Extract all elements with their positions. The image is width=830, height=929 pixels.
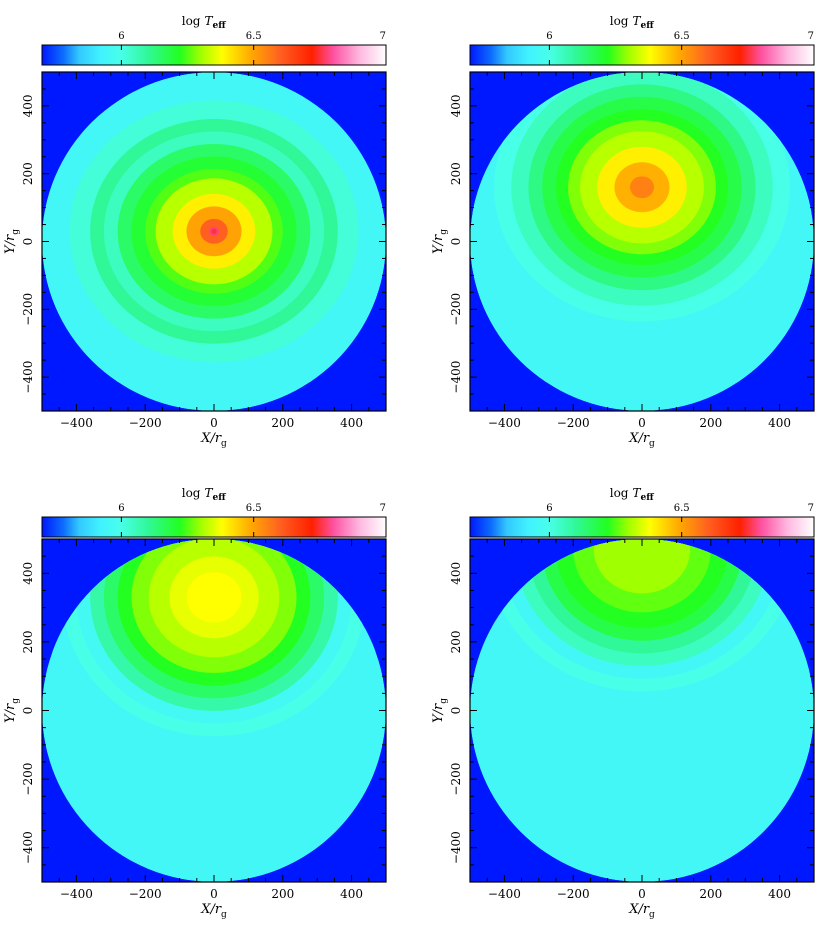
y-tick-label: 400 [21,562,35,585]
y-tick-label: 400 [449,94,463,117]
x-tick-label: −200 [557,887,590,901]
colorbar-tick-label: 6.5 [674,503,690,514]
axis-ticks [41,538,387,883]
colorbar-tick-label: 7 [808,31,814,42]
panel-3: 6 6.5 7 log Teff −400 −200 0 200 400 −400 −200 0 200 4… [3,486,387,920]
colorbar-title: log Teff [182,14,226,31]
colorbar-tick-label: 6 [118,31,124,42]
x-tick-label: 200 [699,887,722,901]
disk [42,539,386,882]
y-tick-label: 400 [449,562,463,585]
disk [470,72,814,411]
colorbar-tick-label: 6 [546,31,552,42]
colorbar: 6 6.5 7 log Teff [469,486,815,538]
colorbar-tick-label: 6.5 [246,503,262,514]
x-tick-label: 400 [768,416,791,430]
x-tick-label: 200 [271,887,294,901]
disk [470,539,814,882]
x-tick-label: 400 [340,416,363,430]
colorbar-tick-label: 6 [546,503,552,514]
colorbar-gradient [41,516,387,538]
colorbar-title: log Teff [610,14,654,31]
y-tick-label: −400 [21,361,35,394]
colorbar-tick-label: 7 [380,31,386,42]
y-tick-label: 0 [21,238,35,246]
x-tick-label: −200 [557,416,590,430]
colorbar-tick-label: 6 [118,503,124,514]
heatmap-plot [42,539,386,882]
colorbar-tick-label: 6.5 [674,31,690,42]
x-tick-label: 0 [210,887,218,901]
heatmap-plot [42,72,386,411]
x-tick-label: 200 [699,416,722,430]
axis-ticks [41,71,387,412]
x-tick-label: 0 [638,416,646,430]
axis-ticks [469,538,815,883]
colorbar-tick-label: 7 [808,503,814,514]
x-tick-label: −400 [488,887,521,901]
y-tick-label: 0 [449,707,463,715]
y-tick-label: −400 [21,831,35,864]
colorbar: 6 6.5 7 log Teff [469,14,815,66]
hotspot [211,594,217,601]
y-tick-label: 400 [21,94,35,117]
y-tick-label: −200 [449,763,463,796]
hotspot [211,228,217,235]
hotspot [639,184,645,190]
y-tick-label: −400 [449,831,463,864]
colorbar-gradient [41,44,387,66]
y-tick-label: −400 [449,361,463,394]
y-tick-label: −200 [449,293,463,326]
colorbar-title: log Teff [182,486,226,503]
x-tick-label: −200 [129,416,162,430]
x-tick-label: 400 [340,887,363,901]
panel-1: 6 6.5 7 log Teff −400 −200 0 200 400 −400 −200 0 200 4… [3,14,387,449]
x-axis-label: X/rg [200,902,227,920]
axis-ticks [469,71,815,412]
y-axis-label: Y/rg [431,698,449,723]
x-axis-label: X/rg [628,431,655,449]
x-tick-label: −400 [488,416,521,430]
x-axis-label: X/rg [200,431,227,449]
x-tick-label: 200 [271,416,294,430]
x-tick-label: 400 [768,887,791,901]
y-tick-label: −200 [21,293,35,326]
y-axis-label: Y/rg [3,698,21,723]
y-tick-label: 200 [21,630,35,653]
y-tick-label: 0 [449,238,463,246]
x-tick-label: −200 [129,887,162,901]
disk [42,72,386,411]
y-axis-label: Y/rg [3,229,21,254]
y-axis-label: Y/rg [431,229,449,254]
colorbar-tick-label: 7 [380,503,386,514]
colorbar: 6 6.5 7 log Teff [41,486,387,538]
x-tick-label: 0 [210,416,218,430]
colorbar: 6 6.5 7 log Teff [41,14,387,66]
x-tick-label: −400 [60,416,93,430]
x-tick-label: 0 [638,887,646,901]
y-tick-label: −200 [21,763,35,796]
y-tick-label: 200 [21,162,35,185]
colorbar-tick-label: 6.5 [246,31,262,42]
y-tick-label: 200 [449,162,463,185]
colorbar-gradient [469,516,815,538]
x-axis-label: X/rg [628,902,655,920]
panel-2: 6 6.5 7 log Teff −400 −200 0 200 400 −400 −200 0 200 4… [431,14,815,449]
colorbar-gradient [469,44,815,66]
heatmap-plot [470,72,814,411]
y-tick-label: 0 [21,707,35,715]
panel-4: 6 6.5 7 log Teff −400 −200 0 200 400 −400 −200 0 200 4… [431,486,815,920]
x-tick-label: −400 [60,887,93,901]
colorbar-title: log Teff [610,486,654,503]
y-tick-label: 200 [449,630,463,653]
heatmap-plot [470,539,814,882]
hotspot [639,546,645,553]
